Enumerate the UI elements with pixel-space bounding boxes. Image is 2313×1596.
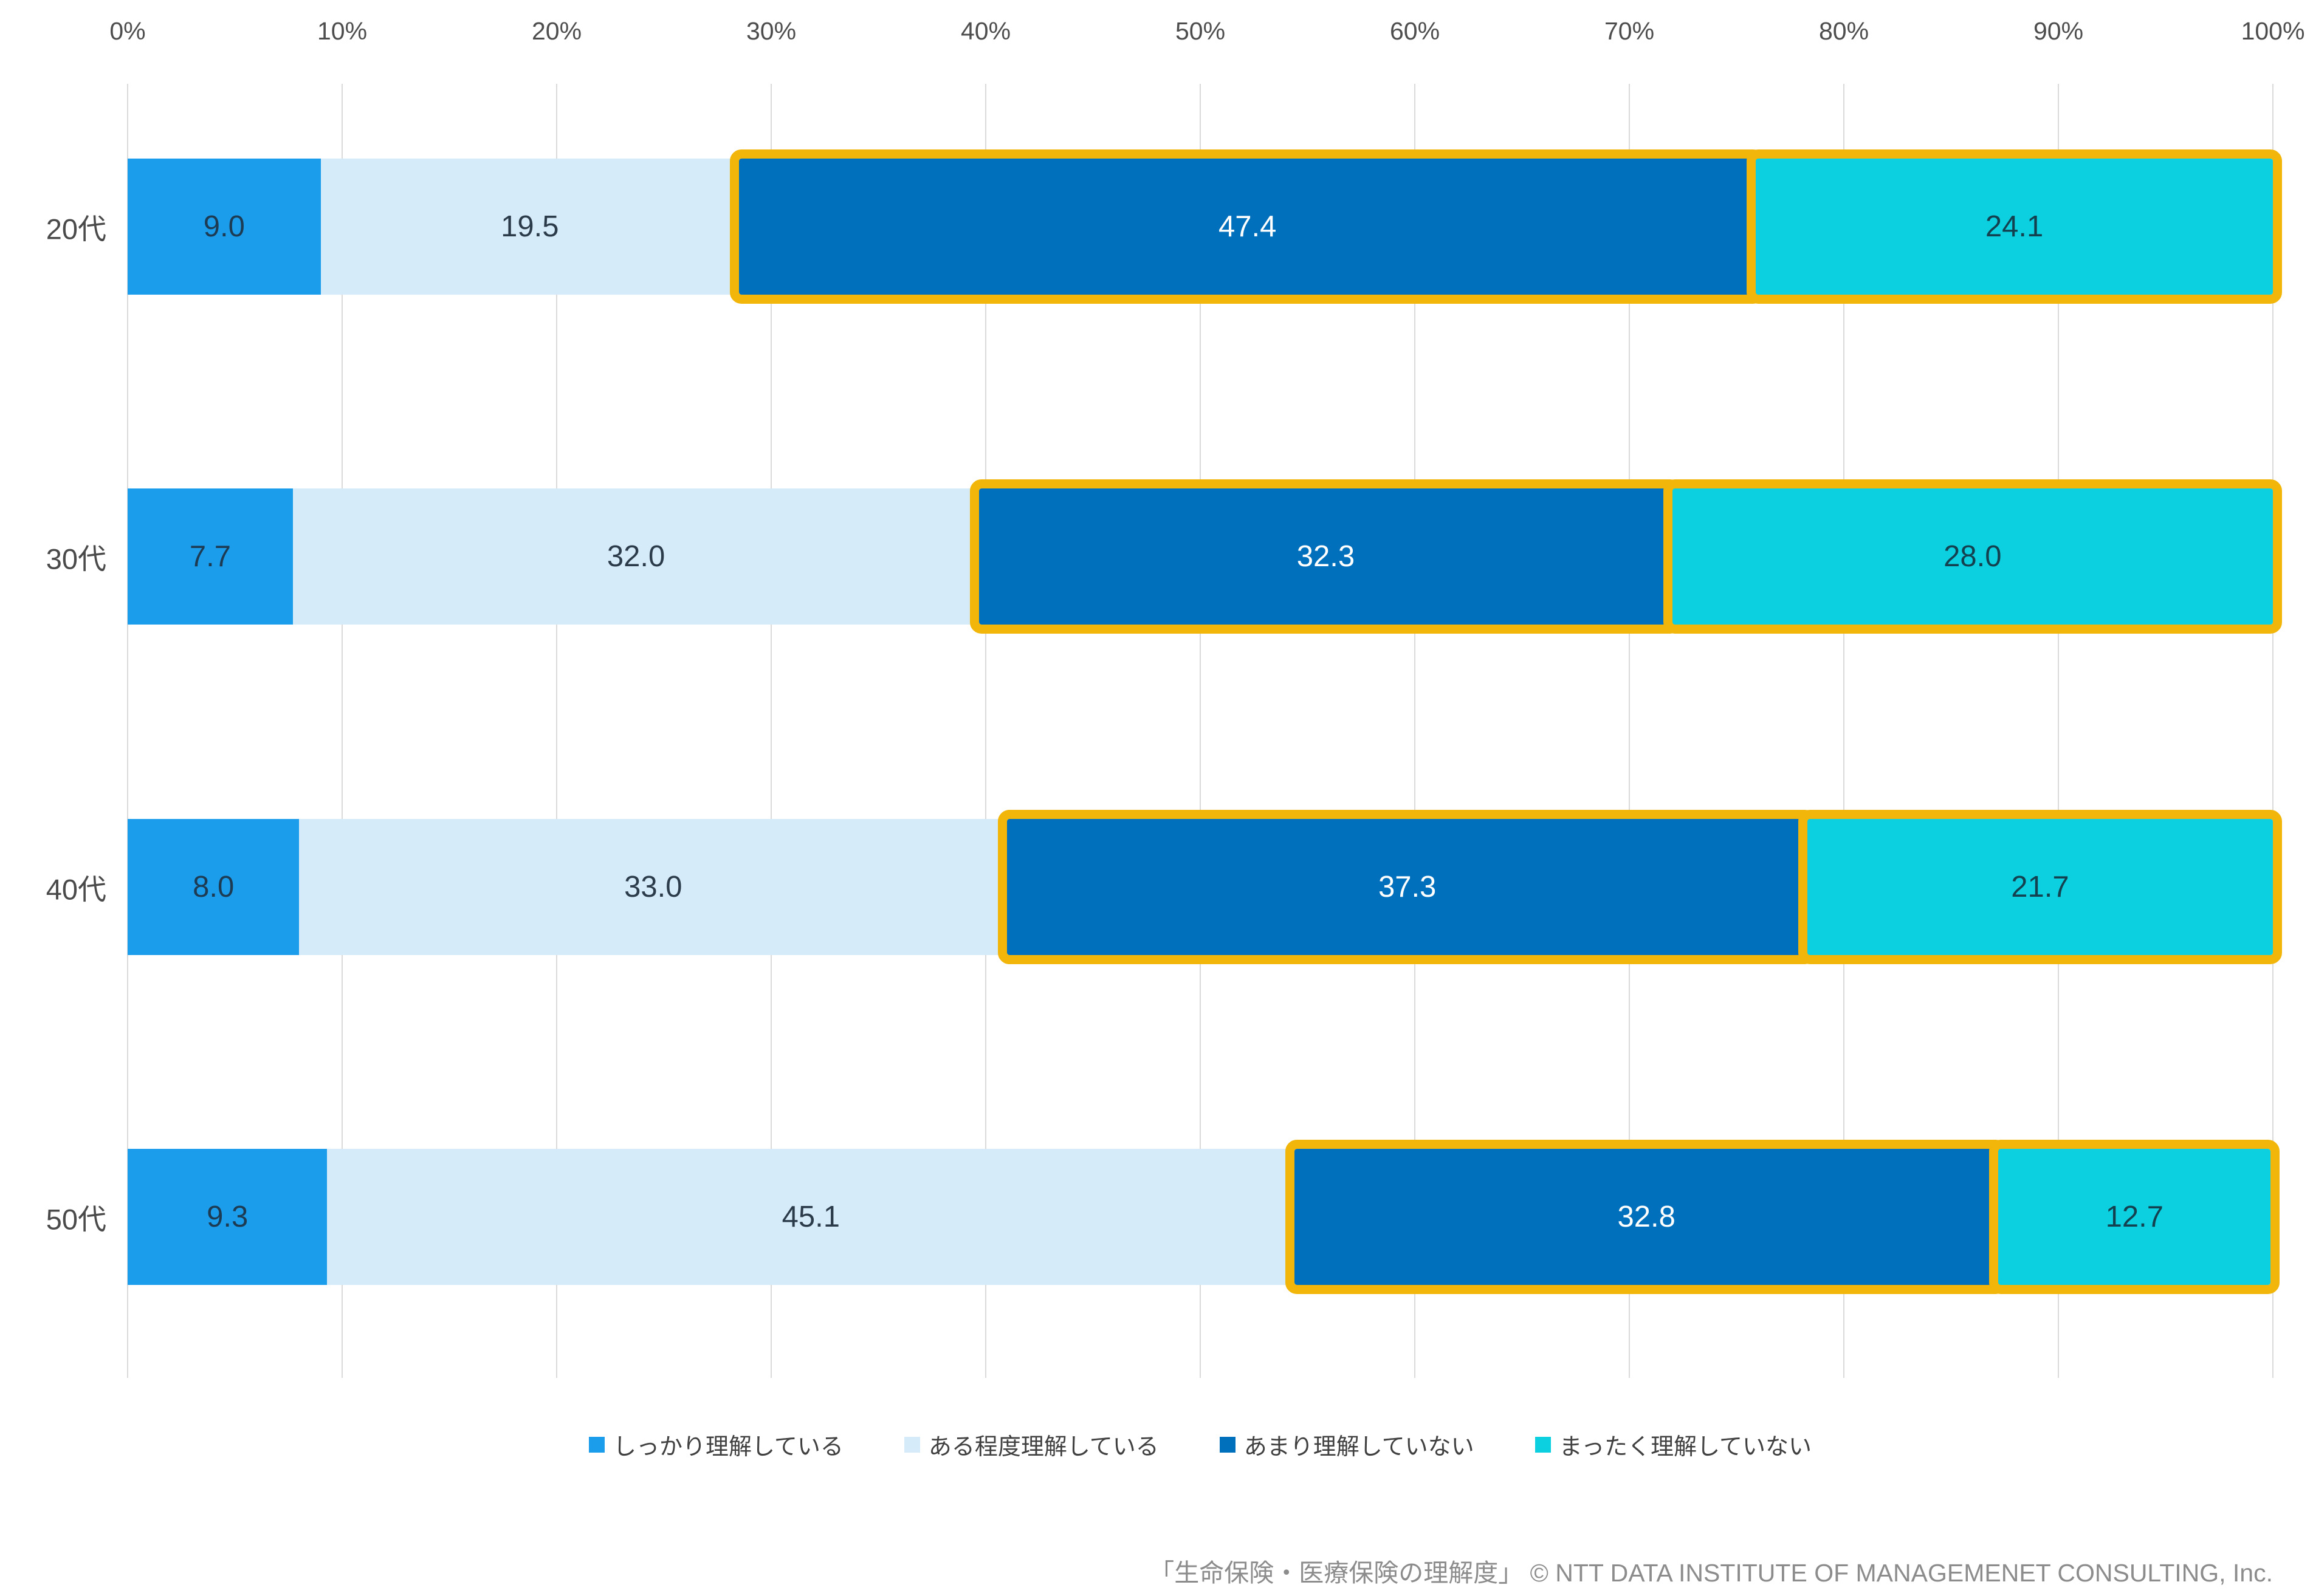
legend-label: しっかり理解している <box>613 1434 844 1460</box>
bar-segment: 8.0 <box>128 819 300 955</box>
legend-swatch <box>1535 1436 1551 1453</box>
x-axis-tick: 90% <box>2033 17 2084 45</box>
bar-row: 40代 8.0 33.0 37.3 21.7 <box>46 810 2282 964</box>
bar-segment: 45.1 <box>327 1149 1295 1285</box>
value-label: 33.0 <box>624 871 682 903</box>
category-label: 20代 <box>46 213 106 245</box>
x-axis-tick: 10% <box>317 17 368 45</box>
bar-segment: 32.8 <box>1285 1140 2008 1294</box>
x-axis-tick: 30% <box>746 17 797 45</box>
bar-segment: 28.0 <box>1663 479 2282 634</box>
value-label: 19.5 <box>501 210 559 243</box>
gridline <box>1843 84 1844 1378</box>
bar-row: 20代 9.0 19.5 47.4 24.1 <box>46 149 2282 304</box>
legend-swatch <box>1219 1436 1236 1453</box>
value-label: 8.0 <box>193 871 235 903</box>
value-label: 24.1 <box>1985 210 2044 243</box>
bar-row: 30代 7.7 32.0 32.3 28.0 <box>46 479 2282 634</box>
value-label: 12.7 <box>2105 1200 2163 1233</box>
x-axis-tick: 60% <box>1389 17 1440 45</box>
bar-segment: 32.3 <box>970 479 1682 634</box>
category-label: 40代 <box>46 873 106 906</box>
bar-segment: 19.5 <box>320 159 740 295</box>
legend-item: あまり理解していない <box>1219 1428 1474 1461</box>
x-axis-tick: 50% <box>1175 17 1226 45</box>
x-axis-tick: 100% <box>2241 17 2305 45</box>
legend: しっかり理解している ある程度理解している あまり理解していない まったく理解していな… <box>128 1428 2273 1461</box>
x-axis-tick: 70% <box>1604 17 1655 45</box>
value-label: 28.0 <box>1944 540 2002 573</box>
category-label: 50代 <box>46 1203 106 1236</box>
x-axis-tick: 20% <box>531 17 582 45</box>
x-axis-tick: 40% <box>960 17 1011 45</box>
plot-area: 20代 9.0 19.5 47.4 24.1 30代 7.7 32.0 32.3 28.0 40代 8… <box>46 84 2282 1378</box>
value-label: 32.3 <box>1296 540 1355 573</box>
source-caption: 「生命保険・医療保険の理解度」 © NTT DATA INSTITUTE OF … <box>1149 1559 2273 1587</box>
legend-swatch <box>904 1436 920 1453</box>
legend-swatch <box>589 1436 605 1453</box>
value-label: 21.7 <box>2011 871 2069 903</box>
bar-rows: 20代 9.0 19.5 47.4 24.1 30代 7.7 32.0 32.3 28.0 40代 8… <box>46 84 2282 1378</box>
gridline <box>2272 84 2273 1378</box>
bar-segment: 21.7 <box>1798 810 2282 964</box>
gridline <box>556 84 557 1378</box>
bar-segment: 24.1 <box>1747 149 2282 304</box>
value-label: 37.3 <box>1378 871 1437 903</box>
gridline <box>2058 84 2059 1378</box>
gridline <box>342 84 343 1378</box>
bar-row: 50代 9.3 45.1 32.8 12.7 <box>46 1140 2280 1294</box>
category-label: 30代 <box>46 543 106 575</box>
value-label: 9.3 <box>207 1200 249 1233</box>
gridline <box>1629 84 1630 1378</box>
gridline <box>1200 84 1201 1378</box>
x-axis-tick: 80% <box>1818 17 1869 45</box>
legend-label: ある程度理解している <box>928 1434 1159 1460</box>
value-label: 9.0 <box>203 210 245 243</box>
insurance-understanding-stacked-bar-chart: 0% 10% 20% 30% 40% 50% 60% 70% 80% 90% 100% 20代 9.0… <box>0 17 2313 1596</box>
x-axis-tick: 0% <box>109 17 146 45</box>
bar-segment: 9.0 <box>128 159 321 295</box>
bar-segment: 12.7 <box>1989 1140 2280 1294</box>
value-label: 45.1 <box>782 1200 840 1233</box>
legend-label: まったく理解していない <box>1559 1434 1812 1460</box>
bar-segment: 9.3 <box>128 1149 328 1285</box>
legend-item: しっかり理解している <box>589 1428 844 1461</box>
gridline <box>985 84 986 1378</box>
x-axis: 0% 10% 20% 30% 40% 50% 60% 70% 80% 90% 100% <box>109 17 2304 49</box>
legend-item: まったく理解していない <box>1535 1428 1812 1461</box>
value-label: 32.8 <box>1617 1200 1675 1233</box>
gridlines <box>127 84 2273 1378</box>
bar-segment: 37.3 <box>998 810 1816 964</box>
bar-segment: 33.0 <box>299 819 1008 955</box>
bar-segment: 47.4 <box>730 149 1765 304</box>
value-label: 32.0 <box>607 540 665 573</box>
bar-segment: 32.0 <box>292 488 980 625</box>
value-label: 47.4 <box>1218 210 1277 243</box>
value-label: 7.7 <box>189 540 231 573</box>
gridline <box>1414 84 1415 1378</box>
gridline <box>127 84 128 1378</box>
bar-segment: 7.7 <box>128 488 293 625</box>
legend-item: ある程度理解している <box>904 1428 1159 1461</box>
legend-label: あまり理解していない <box>1243 1434 1474 1460</box>
gridline <box>771 84 772 1378</box>
